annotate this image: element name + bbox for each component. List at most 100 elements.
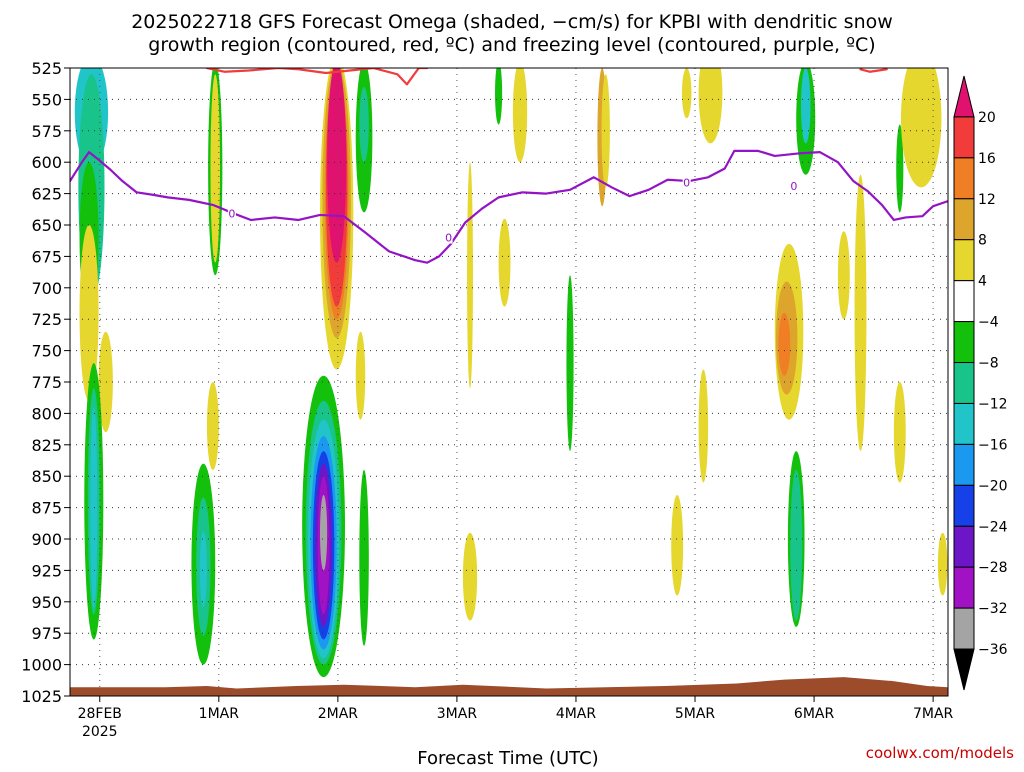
omega-cell-49 — [790, 469, 803, 621]
omega-cell-44 — [800, 68, 811, 144]
colorbar-label-10: −24 — [978, 519, 1008, 535]
omega-cell-31 — [495, 68, 503, 125]
colorbar-bin-4 — [953, 239, 975, 282]
y-tick-label-575: 575 — [31, 122, 62, 141]
colorbar-bin-13 — [953, 607, 975, 650]
freezing-level-label-1: 0 — [445, 232, 452, 245]
omega-cell-55 — [937, 532, 948, 596]
colorbar-label-3: 8 — [978, 233, 987, 249]
colorbar-label-2: 12 — [978, 192, 996, 208]
y-tick-label-625: 625 — [31, 185, 62, 204]
colorbar-bins — [953, 75, 975, 691]
x-tick-label-7: 7MAR — [913, 706, 954, 722]
freezing-level-label-3: 0 — [790, 180, 797, 193]
contour-label-bg-1 — [444, 231, 453, 244]
y-tick-label-825: 825 — [31, 436, 62, 455]
x-tick-label-2: 2MAR — [318, 706, 359, 722]
colorbar-label-4: 4 — [978, 274, 987, 290]
colorbar-bin-8 — [953, 402, 975, 445]
freezing-level-label-2: 0 — [683, 176, 690, 189]
omega-cell-42 — [698, 369, 709, 483]
colorbar-bin-12 — [953, 566, 975, 609]
y-tick-label-975: 975 — [31, 624, 62, 643]
colorbar-labels: 20 16 12 8 4 −4 −8 −12 −16 −20 −24 −28 −32 −36 — [978, 110, 1008, 658]
colorbar-bin-10 — [953, 484, 975, 527]
omega-cell-54 — [900, 68, 942, 188]
omega-shading-layer — [74, 68, 948, 678]
terrain-layer — [70, 677, 948, 696]
omega-cell-52 — [896, 124, 904, 213]
y-tick-label-725: 725 — [31, 310, 62, 329]
omega-cell-41 — [698, 68, 723, 144]
y-tick-label-600: 600 — [31, 153, 62, 172]
colorbar-bin-5 — [953, 280, 975, 323]
omega-cell-33 — [498, 218, 511, 307]
colorbar-label-8: −16 — [978, 437, 1008, 453]
omega-cell-30 — [359, 469, 369, 646]
omega-cell-3 — [79, 225, 99, 401]
colorbar-label-6: −8 — [978, 356, 999, 372]
x-axis-ticks: 28FEB 2025 1MAR 2MAR 3MAR 4MAR 5MAR 6MAR 7MAR — [78, 696, 954, 740]
freezing-level-contour — [70, 149, 948, 264]
y-tick-label-875: 875 — [31, 499, 62, 518]
y-tick-label-750: 750 — [31, 342, 62, 361]
x-axis-label: Forecast Time (UTC) — [417, 748, 598, 768]
colorbar-label-0: 20 — [978, 110, 996, 126]
omega-cell-21 — [355, 331, 366, 420]
y-tick-label-775: 775 — [31, 373, 62, 392]
x-tick-sublabel-0: 2025 — [82, 724, 118, 740]
colorbar-label-5: −4 — [978, 315, 999, 331]
omega-cell-4 — [98, 331, 113, 433]
omega-cell-29 — [320, 495, 328, 571]
dendritic-snow-growth-region-contour — [205, 68, 429, 86]
chart-title-line-1: 2025022718 GFS Forecast Omega (shaded, −… — [131, 11, 893, 33]
colorbar-label-7: −12 — [978, 396, 1008, 412]
colorbar-bin-9 — [953, 443, 975, 486]
y-tick-label-700: 700 — [31, 279, 62, 298]
omega-cell-53 — [893, 382, 906, 483]
omega-cell-18 — [327, 68, 347, 263]
y-axis-ticks: 525 550 575 600 625 650 675 700 725 750 775 800 825 8… — [21, 59, 70, 706]
omega-cell-39 — [671, 495, 684, 596]
y-tick-label-675: 675 — [31, 247, 62, 266]
y-tick-label-850: 850 — [31, 467, 62, 486]
omega-cell-34 — [467, 162, 473, 389]
y-tick-label-900: 900 — [31, 530, 62, 549]
terrain-fill — [70, 677, 948, 696]
title-group: 2025022718 GFS Forecast Omega (shaded, −… — [131, 11, 893, 56]
omega-cell-10 — [206, 382, 219, 470]
colorbar-label-1: 16 — [978, 151, 996, 167]
y-tick-label-950: 950 — [31, 593, 62, 612]
dendritic-snow-growth-region-contour-segment-0 — [859, 68, 888, 73]
omega-cell-47 — [778, 312, 791, 376]
omega-cell-38 — [601, 74, 610, 188]
x-tick-label-6: 6MAR — [794, 706, 835, 722]
y-tick-label-1025: 1025 — [21, 687, 62, 706]
omega-cell-36 — [566, 275, 574, 452]
y-tick-label-925: 925 — [31, 561, 62, 580]
y-tick-label-550: 550 — [31, 90, 62, 109]
credit-text: coolwx.com/models — [866, 744, 1014, 762]
x-tick-label-3: 3MAR — [437, 706, 478, 722]
contour-label-bg-3 — [789, 180, 798, 193]
plot-area: 0 0 0 0 — [70, 68, 948, 696]
colorbar-label-11: −28 — [978, 560, 1008, 576]
y-tick-label-525: 525 — [31, 59, 62, 78]
x-tick-label-4: 4MAR — [556, 706, 597, 722]
omega-cell-20 — [359, 86, 369, 163]
colorbar-bin-3 — [953, 198, 975, 241]
x-tick-label-1: 1MAR — [199, 706, 240, 722]
chart-title-line-2: growth region (contoured, red, ºC) and f… — [148, 34, 875, 56]
x-tick-label-0: 28FEB — [78, 706, 122, 722]
y-tick-label-800: 800 — [31, 404, 62, 423]
colorbar-label-9: −20 — [978, 478, 1008, 494]
colorbar-label-13: −36 — [978, 642, 1008, 658]
contour-label-layer: 0 0 0 0 — [227, 176, 798, 245]
colorbar-bin-14 — [953, 648, 975, 691]
omega-cell-32 — [512, 68, 528, 163]
contour-layer — [70, 68, 948, 264]
omega-cell-50 — [837, 231, 850, 320]
freezing-level-label-0: 0 — [228, 208, 235, 221]
